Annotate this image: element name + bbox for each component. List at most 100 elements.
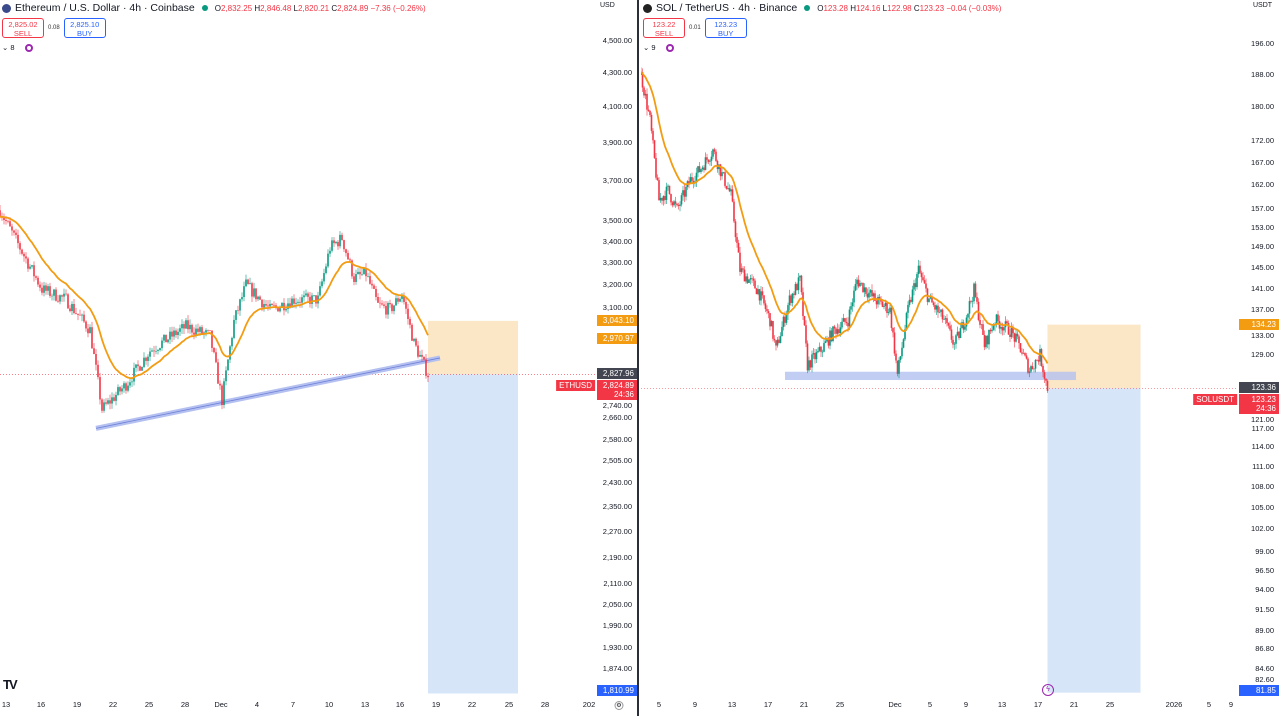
candle-body bbox=[823, 343, 825, 352]
price-tick: 2,580.00 bbox=[602, 434, 632, 444]
candle-body bbox=[233, 319, 235, 338]
candle-body bbox=[760, 291, 762, 301]
candle-body bbox=[49, 286, 51, 296]
candle-body bbox=[1000, 327, 1002, 329]
candle-body bbox=[808, 360, 810, 371]
lightning-event-icon[interactable]: ϟ bbox=[1042, 684, 1054, 696]
candle-body bbox=[778, 339, 780, 343]
replay-icon[interactable] bbox=[665, 43, 674, 52]
buy-button[interactable]: 123.23 BUY bbox=[704, 18, 747, 38]
candle-body bbox=[665, 186, 668, 200]
candle-body bbox=[974, 283, 977, 297]
candle-body bbox=[213, 347, 215, 353]
price-tick: 108.00 bbox=[1251, 481, 1274, 491]
sol-symbol-title[interactable]: SOL / TetherUS · 4h · Binance bbox=[656, 2, 798, 14]
price-tick: 3,100.00 bbox=[602, 303, 632, 313]
candle-body bbox=[219, 383, 221, 386]
candle-body bbox=[417, 345, 419, 357]
candle-body bbox=[815, 352, 818, 360]
candle-body bbox=[89, 327, 91, 334]
candle-body bbox=[967, 313, 969, 318]
sol-chart-panel[interactable]: SOL / TetherUS · 4h · Binance O123.28 H1… bbox=[641, 0, 1280, 716]
candle-body bbox=[3, 217, 5, 220]
sell-label: SELL bbox=[654, 29, 674, 38]
candle-body bbox=[676, 203, 678, 206]
candle-body bbox=[811, 354, 813, 368]
candle-body bbox=[87, 328, 89, 334]
candle-body bbox=[781, 326, 783, 337]
candle-body bbox=[839, 327, 842, 334]
candle-body bbox=[697, 166, 699, 173]
sol-chart-canvas[interactable] bbox=[641, 0, 1280, 716]
candle-body bbox=[269, 303, 271, 307]
candle-body bbox=[427, 375, 429, 378]
candle-body bbox=[291, 298, 293, 308]
candle-body bbox=[799, 275, 801, 278]
settings-icon[interactable]: ⚙ bbox=[614, 701, 624, 710]
candle-body bbox=[107, 400, 109, 404]
candle-body bbox=[65, 293, 67, 295]
candle-body bbox=[734, 221, 737, 238]
tradingview-logo[interactable]: TV bbox=[3, 677, 18, 692]
time-tick: 9 bbox=[963, 700, 969, 709]
candle-body bbox=[959, 328, 962, 339]
candle-body bbox=[305, 293, 307, 296]
sol-legend: SOL / TetherUS · 4h · Binance O123.28 H1… bbox=[643, 2, 1001, 14]
buy-label: BUY bbox=[76, 29, 93, 38]
candle-body bbox=[279, 307, 281, 312]
sell-button[interactable]: 2,825.02 SELL bbox=[2, 18, 44, 38]
candle-body bbox=[857, 279, 860, 287]
candle-body bbox=[901, 347, 903, 357]
candle-body bbox=[905, 312, 908, 330]
candle-body bbox=[339, 234, 341, 247]
candle-body bbox=[845, 321, 848, 323]
candle-body bbox=[19, 243, 21, 250]
price-tick: 162.00 bbox=[1251, 180, 1274, 190]
candle-body bbox=[423, 356, 425, 360]
candle-body bbox=[253, 288, 255, 297]
time-tick: 4 bbox=[254, 700, 260, 709]
price-tick: 167.00 bbox=[1251, 157, 1274, 167]
sell-button[interactable]: 123.22 SELL bbox=[643, 18, 685, 38]
candle-body bbox=[733, 201, 735, 222]
candle-body bbox=[932, 302, 935, 306]
candle-body bbox=[913, 283, 915, 290]
candle-body bbox=[875, 300, 878, 305]
candle-body bbox=[1027, 358, 1029, 373]
sell-price: 2,825.02 bbox=[8, 20, 38, 29]
candle-body bbox=[127, 385, 129, 391]
eth-chart-canvas[interactable] bbox=[0, 0, 639, 716]
time-tick: Dec bbox=[888, 700, 902, 709]
candle-body bbox=[395, 298, 397, 306]
candle-body bbox=[153, 350, 155, 352]
candle-body bbox=[1019, 343, 1022, 353]
candle-body bbox=[117, 387, 119, 395]
candle-body bbox=[737, 242, 740, 253]
candle-body bbox=[55, 289, 57, 301]
buy-button[interactable]: 2,825.10 BUY bbox=[63, 18, 106, 38]
eth-symbol-title[interactable]: Ethereum / U.S. Dollar · 4h · Coinbase bbox=[15, 2, 195, 14]
close: 123.23 bbox=[919, 3, 945, 13]
replay-icon[interactable] bbox=[24, 43, 33, 52]
candle-body bbox=[191, 324, 193, 333]
sell-label: SELL bbox=[13, 29, 33, 38]
candle-body bbox=[788, 295, 791, 306]
candle-body bbox=[177, 331, 179, 336]
eth-currency-select[interactable]: USD bbox=[600, 2, 615, 9]
candle-body bbox=[946, 318, 948, 324]
candle-body bbox=[940, 309, 942, 312]
sol-indicators-toggle[interactable]: ⌄ 9 bbox=[643, 43, 674, 52]
price-tick: 89.00 bbox=[1255, 625, 1274, 635]
candle-body bbox=[295, 302, 297, 304]
candle-body bbox=[833, 326, 836, 329]
time-tick: 7 bbox=[290, 700, 296, 709]
candle-body bbox=[793, 293, 795, 295]
eth-chart-panel[interactable]: Ethereum / U.S. Dollar · 4h · Coinbase O… bbox=[0, 0, 639, 716]
candle-body bbox=[301, 297, 303, 303]
candle-body bbox=[293, 298, 295, 304]
candle-body bbox=[800, 275, 803, 293]
candle-body bbox=[691, 177, 693, 181]
sol-currency-select[interactable]: USDT bbox=[1253, 2, 1273, 9]
eth-indicators-toggle[interactable]: ⌄ 8 bbox=[2, 43, 33, 52]
candle-body bbox=[740, 268, 743, 272]
